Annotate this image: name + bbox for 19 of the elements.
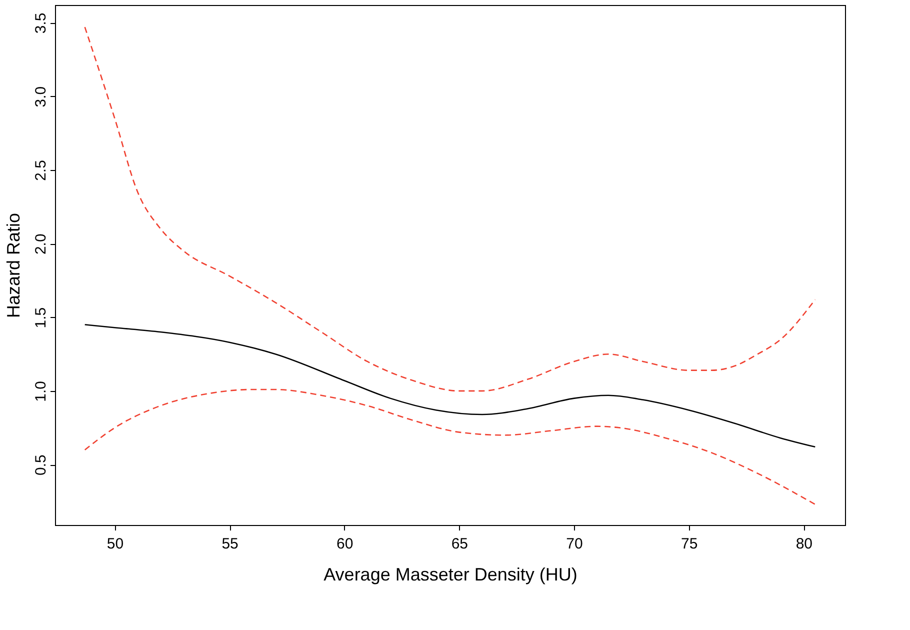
- y-tick-label: 0.5: [32, 454, 50, 476]
- x-tick-label: 65: [451, 536, 468, 552]
- x-tick-label: 70: [566, 536, 583, 552]
- y-tick-label: 1.5: [32, 307, 50, 328]
- x-tick-label: 80: [796, 536, 813, 552]
- y-tick-label: 2.5: [32, 160, 50, 181]
- y-axis-title: Hazard Ratio: [4, 212, 24, 318]
- y-tick-label: 3.5: [32, 12, 50, 34]
- y-tick-label: 2.0: [32, 234, 50, 255]
- y-tick-label: 1.0: [32, 381, 50, 402]
- x-tick-label: 75: [680, 536, 698, 552]
- line-series: [84, 324, 816, 448]
- line-series: [84, 26, 816, 392]
- x-tick-label: 55: [222, 536, 238, 552]
- y-tick-label: 3.0: [32, 86, 50, 108]
- x-tick-label: 60: [336, 536, 354, 552]
- x-tick-label: 50: [106, 536, 124, 552]
- line-series: [84, 388, 816, 506]
- x-axis-title: Average Masseter Density (HU): [324, 564, 578, 584]
